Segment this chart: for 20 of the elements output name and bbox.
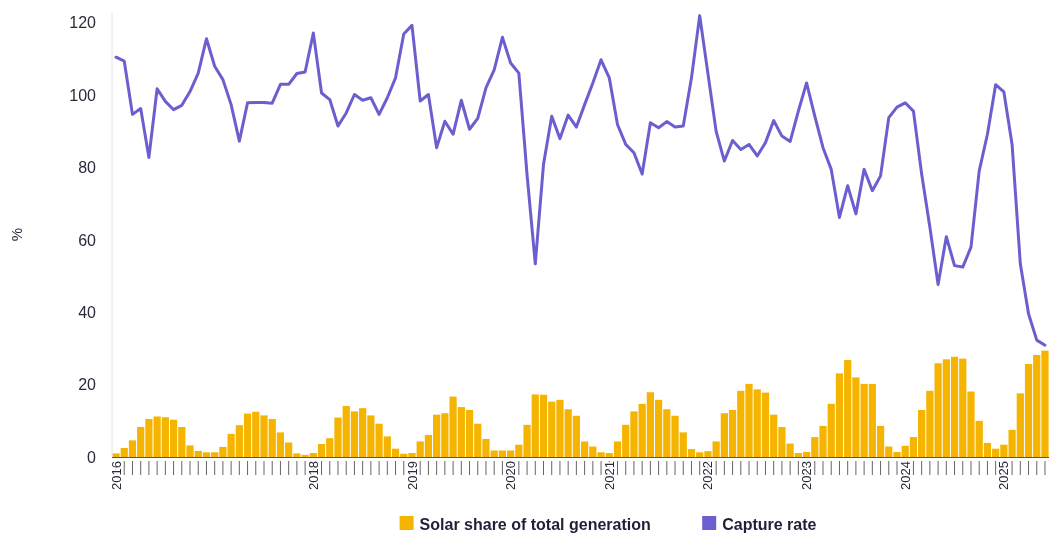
legend-label: Solar share of total generation bbox=[419, 515, 651, 533]
x-tick-label: 2019 bbox=[404, 461, 420, 490]
x-tick-label: 2021 bbox=[601, 461, 617, 490]
y-tick-label: 80 bbox=[78, 159, 97, 177]
x-tick-label: 2025 bbox=[996, 461, 1012, 490]
x-tick-label: 2020 bbox=[503, 461, 519, 490]
line-series bbox=[114, 14, 1047, 347]
x-tick-label: 2022 bbox=[700, 461, 716, 490]
y-tick-label: 100 bbox=[69, 86, 97, 104]
y-tick-label: 20 bbox=[78, 376, 97, 394]
y-tick-label: 0 bbox=[87, 448, 97, 466]
legend-label: Capture rate bbox=[722, 515, 817, 533]
x-tick-label: 2024 bbox=[897, 461, 913, 490]
x-tick-label: 2018 bbox=[305, 461, 321, 490]
y-tick-label: 120 bbox=[69, 14, 97, 32]
x-tick-label: 2023 bbox=[799, 461, 815, 490]
x-tick-label: 2016 bbox=[108, 461, 124, 490]
y-tick-label: 40 bbox=[78, 303, 97, 321]
y-axis-title: % bbox=[8, 227, 25, 242]
y-tick-label: 60 bbox=[78, 231, 97, 249]
